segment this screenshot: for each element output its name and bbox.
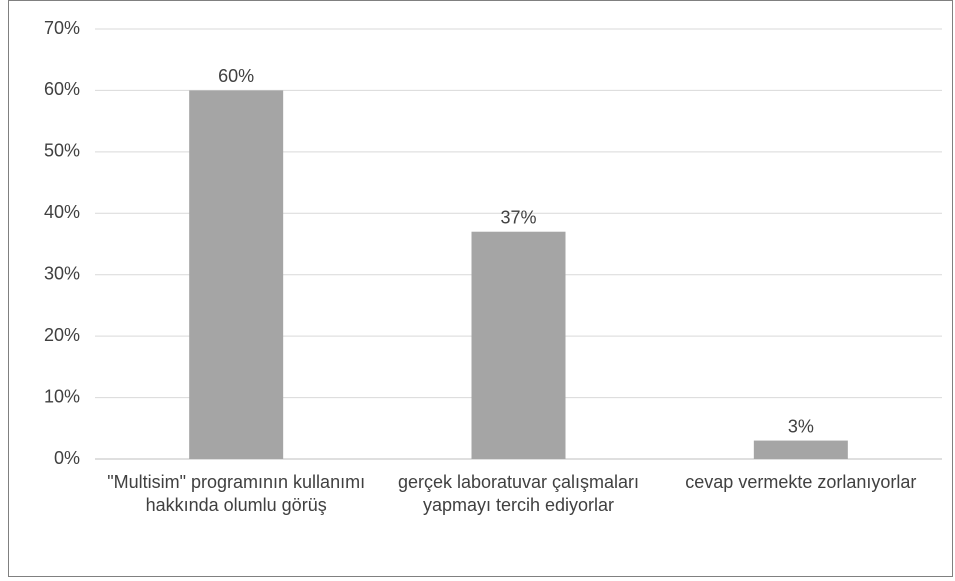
- data-label: 3%: [788, 416, 814, 436]
- y-tick-label: 50%: [44, 141, 80, 161]
- y-tick-label: 10%: [44, 386, 80, 406]
- x-tick-label: cevap vermekte zorlanıyorlar: [685, 472, 917, 492]
- y-tick-label: 0%: [54, 448, 80, 468]
- y-tick-label: 40%: [44, 202, 80, 222]
- y-tick-label: 70%: [44, 18, 80, 38]
- data-label: 37%: [500, 207, 536, 227]
- x-tick-label: "Multisim" programının kullanımı hakkınd…: [107, 472, 366, 515]
- y-tick-label: 30%: [44, 263, 80, 283]
- bar: [471, 231, 566, 459]
- y-tick-label: 60%: [44, 79, 80, 99]
- x-tick-label: gerçek laboratuvar çalışmaları yapmayı t…: [397, 472, 640, 515]
- data-label: 60%: [218, 66, 254, 86]
- y-tick-label: 20%: [44, 325, 80, 345]
- bar: [189, 90, 284, 459]
- bar: [753, 440, 848, 459]
